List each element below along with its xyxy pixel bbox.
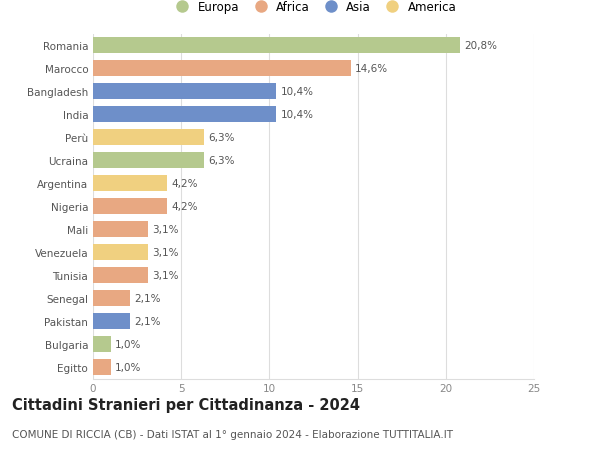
Text: Cittadini Stranieri per Cittadinanza - 2024: Cittadini Stranieri per Cittadinanza - 2… [12, 397, 360, 412]
Bar [93, 336, 110, 353]
Text: 14,6%: 14,6% [355, 64, 388, 74]
Legend: Europa, Africa, Asia, America: Europa, Africa, Asia, America [170, 1, 457, 14]
Bar [93, 313, 130, 330]
Bar [93, 290, 130, 307]
Bar [93, 38, 460, 54]
Text: 2,1%: 2,1% [134, 316, 161, 326]
Text: 2,1%: 2,1% [134, 293, 161, 303]
Bar [93, 175, 167, 192]
Text: 10,4%: 10,4% [281, 87, 314, 97]
Bar [93, 359, 110, 375]
Bar [93, 221, 148, 238]
Text: 1,0%: 1,0% [115, 362, 142, 372]
Text: 6,3%: 6,3% [209, 133, 235, 143]
Bar [93, 84, 277, 100]
Bar [93, 61, 350, 77]
Text: 4,2%: 4,2% [172, 202, 198, 212]
Bar [93, 106, 277, 123]
Bar [93, 244, 148, 261]
Text: 3,1%: 3,1% [152, 270, 179, 280]
Text: 1,0%: 1,0% [115, 339, 142, 349]
Bar [93, 267, 148, 284]
Text: 6,3%: 6,3% [209, 156, 235, 166]
Text: 3,1%: 3,1% [152, 224, 179, 235]
Bar [93, 129, 204, 146]
Bar [93, 198, 167, 215]
Text: 4,2%: 4,2% [172, 179, 198, 189]
Text: 10,4%: 10,4% [281, 110, 314, 120]
Text: COMUNE DI RICCIA (CB) - Dati ISTAT al 1° gennaio 2024 - Elaborazione TUTTITALIA.: COMUNE DI RICCIA (CB) - Dati ISTAT al 1°… [12, 429, 453, 439]
Bar [93, 152, 204, 169]
Text: 3,1%: 3,1% [152, 247, 179, 257]
Text: 20,8%: 20,8% [464, 41, 497, 51]
